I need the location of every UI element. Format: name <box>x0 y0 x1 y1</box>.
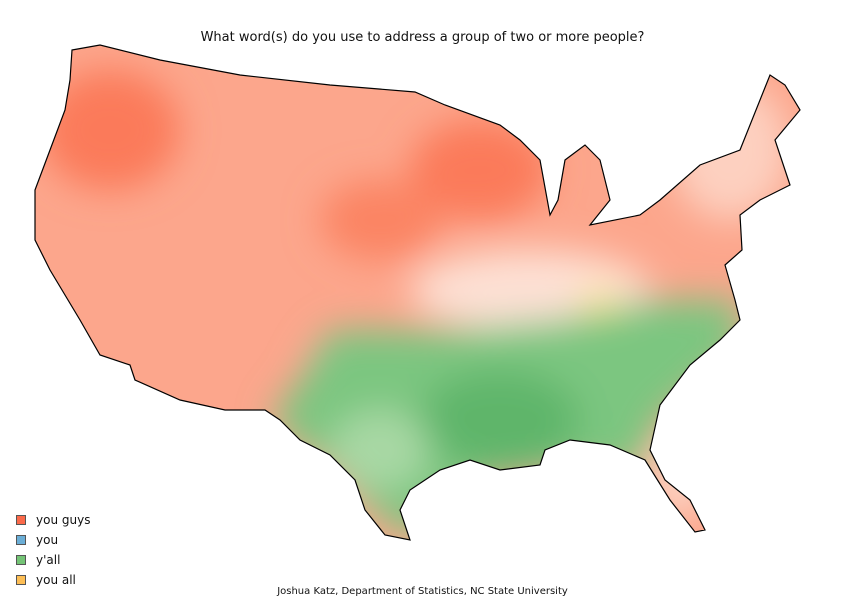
legend-swatch <box>16 555 26 565</box>
legend-label: you guys <box>36 513 91 527</box>
legend-label: you all <box>36 573 76 587</box>
legend-label: you <box>36 533 59 547</box>
legend-item-you-guys: you guys <box>16 510 90 530</box>
legend-swatch <box>16 515 26 525</box>
legend: you guys you y'all you all <box>16 510 90 590</box>
legend-item-yall: y'all <box>16 550 90 570</box>
legend-item-you-all: you all <box>16 570 90 590</box>
legend-swatch <box>16 535 26 545</box>
legend-label: y'all <box>36 553 61 567</box>
legend-item-you: you <box>16 530 90 550</box>
legend-swatch <box>16 575 26 585</box>
credit: Joshua Katz, Department of Statistics, N… <box>277 586 568 597</box>
map-title: What word(s) do you use to address a gro… <box>200 30 645 45</box>
